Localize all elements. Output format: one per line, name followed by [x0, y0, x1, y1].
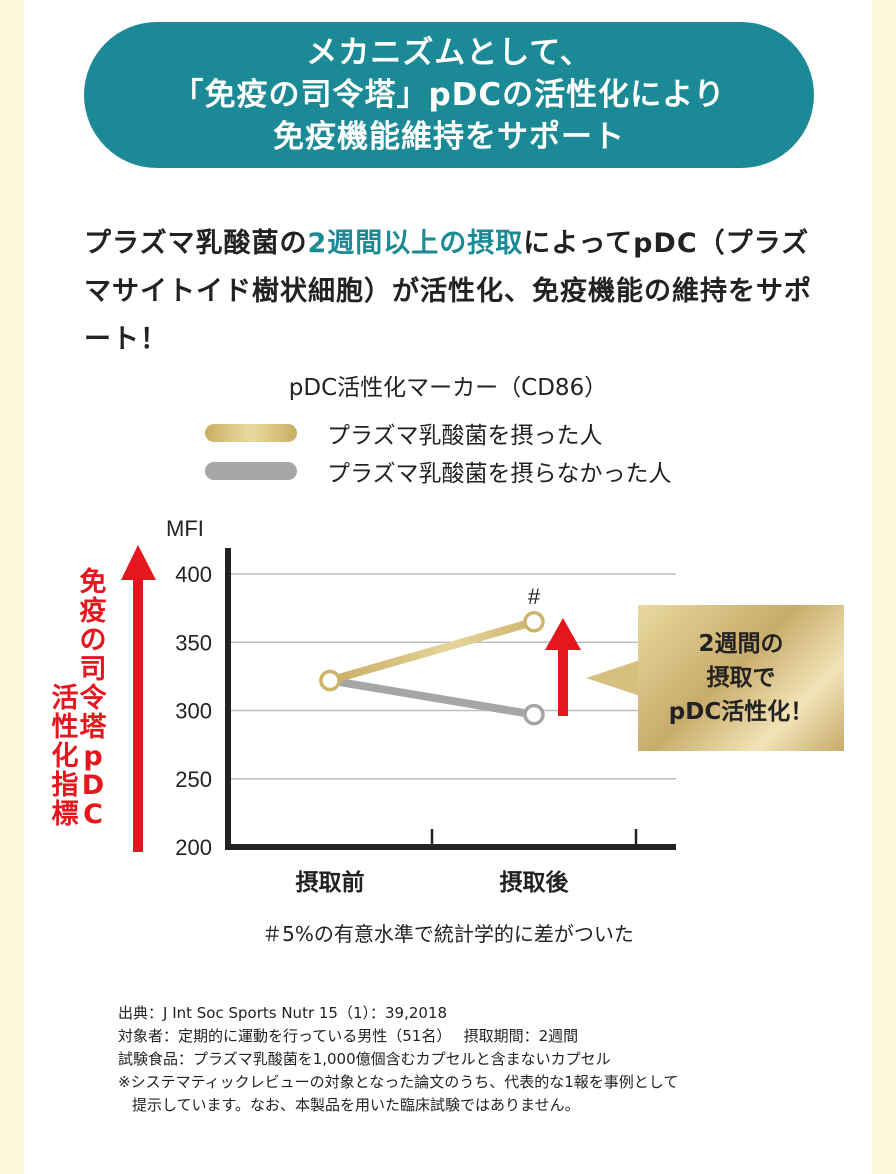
legend-item-taken: プラズマ乳酸菌を摂った人	[205, 418, 603, 449]
source-line-5: 提示しています。なお、本製品を用いた臨床試験ではありません。	[132, 1096, 580, 1114]
red-axis-arrow-shaft	[133, 578, 143, 852]
headline-line-2: 「免疫の司令塔」pDCの活性化により	[172, 77, 726, 113]
significance-mark: #	[528, 584, 541, 609]
headline-line-1: メカニズムとして、	[306, 35, 592, 71]
series-line-2	[326, 676, 538, 719]
source-line-1: 出典：J Int Soc Sports Nutr 15（1）：39,2018	[118, 1004, 448, 1022]
x-tick-label-1: 摂取前	[296, 869, 365, 896]
y-tick-label-250: 250	[175, 767, 212, 792]
intro-text: プラズマ乳酸菌の2週間以上の摂取によってpDC（プラズマサイトイド樹状細胞）が活…	[84, 220, 824, 364]
y-tick-labels: 200 250 300 350 400	[175, 562, 212, 860]
series-1-point-2	[523, 611, 545, 633]
source-line-2: 対象者：定期的に運動を行っている男性（51名） 摂取期間：2週間	[118, 1027, 579, 1045]
increase-arrow-shaft	[558, 648, 568, 716]
headline-line-3: 免疫機能維持をサポート	[273, 119, 625, 155]
headline-banner: メカニズムとして、 「免疫の司令塔」pDCの活性化により 免疫機能維持をサポート	[84, 22, 814, 168]
series-2-point-2	[523, 703, 545, 726]
chart-title: pDC活性化マーカー（CD86）	[288, 375, 608, 401]
series: #	[319, 584, 545, 726]
intro-highlight: 2週間以上の摂取	[307, 228, 524, 259]
significance-note: ＃5%の有意水準で統計学的に差がついた	[262, 922, 634, 946]
side-label-line2: 活性化指標	[51, 683, 79, 830]
source-notes: 出典：J Int Soc Sports Nutr 15（1）：39,2018 対…	[118, 1002, 838, 1117]
series-1-point-1	[319, 669, 341, 692]
y-tick-label-300: 300	[175, 699, 212, 724]
side-label-line1: 免疫の司令塔pDC	[79, 567, 107, 830]
y-tick-label-350: 350	[175, 630, 212, 655]
red-axis-arrow-head	[121, 545, 156, 580]
legend-swatch-gray	[205, 462, 297, 480]
y-tick-label-400: 400	[175, 562, 212, 587]
legend-label-taken: プラズマ乳酸菌を摂った人	[327, 423, 603, 449]
source-line-4: ※システマティックレビューの対象となった論文のうち、代表的な1報を事例として	[118, 1073, 679, 1091]
legend-item-not-taken: プラズマ乳酸菌を摂らなかった人	[205, 456, 672, 487]
series-line-1	[326, 617, 538, 685]
source-line-3: 試験食品：プラズマ乳酸菌を1,000億個含むカプセルと含まないカプセル	[118, 1050, 611, 1068]
legend-swatch-gold	[205, 424, 297, 442]
callout-text: 2週間の 摂取で pDC活性化！	[668, 631, 814, 725]
content-panel	[24, 0, 872, 1174]
callout-box: 2週間の 摂取で pDC活性化！	[638, 605, 844, 751]
intro-before: プラズマ乳酸菌の	[84, 228, 308, 259]
intro-after: によってpDC（プラズマサイトイド樹状細胞）が活性化、免疫機能の維持をサポート！	[84, 228, 812, 355]
increase-arrow-head	[545, 618, 581, 650]
y-tick-label-200: 200	[175, 835, 212, 860]
y-axis-title: MFI	[166, 516, 204, 541]
x-tick-label-2: 摂取後	[500, 869, 570, 896]
axes	[225, 548, 676, 850]
callout-tail	[586, 660, 640, 696]
legend-label-not-taken: プラズマ乳酸菌を摂らなかった人	[327, 461, 672, 487]
x-tick-labels: 摂取前 摂取後	[296, 869, 570, 896]
